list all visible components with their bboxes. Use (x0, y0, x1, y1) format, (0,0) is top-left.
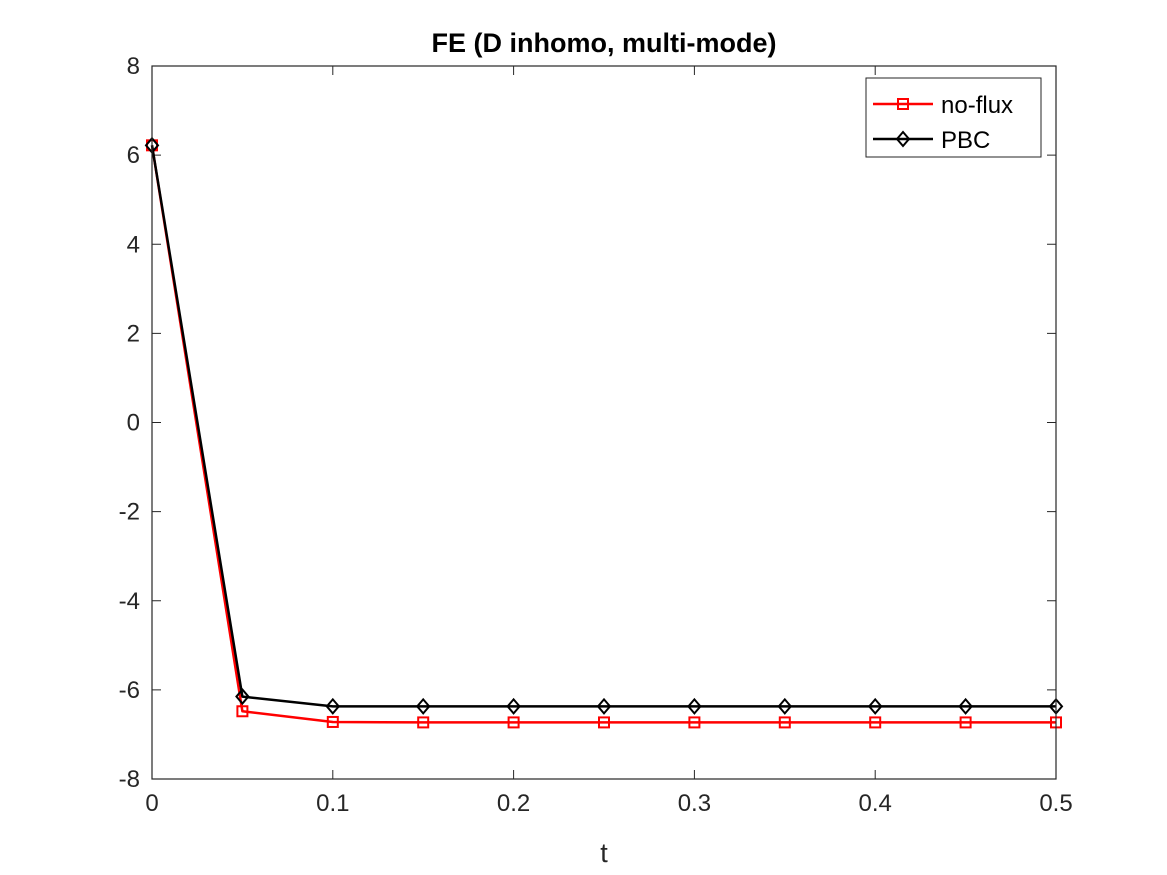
y-tick-label: -6 (119, 677, 140, 704)
x-tick-label: 0 (145, 790, 158, 817)
legend-marker-pbc (895, 130, 911, 148)
legend: no-flux PBC (865, 77, 1042, 158)
data-point-pbc (596, 697, 612, 715)
data-point-no-flux (417, 716, 430, 729)
x-tick-label: 0.2 (497, 790, 530, 817)
legend-box (865, 77, 1042, 158)
data-point-no-flux (507, 716, 520, 729)
y-tick-label: 2 (127, 320, 140, 347)
plot-background (152, 66, 1056, 779)
series-layer (144, 136, 1064, 729)
data-point-no-flux (326, 715, 339, 728)
data-point-no-flux (236, 705, 249, 718)
data-point-no-flux (598, 716, 610, 729)
data-point-no-flux (959, 716, 972, 729)
y-tick-label: 4 (127, 231, 140, 258)
y-tick-label: -2 (119, 499, 140, 526)
y-tick-label: -4 (119, 588, 140, 615)
data-point-no-flux (869, 716, 882, 729)
y-tick-label: 8 (127, 53, 140, 80)
data-point-pbc (777, 697, 793, 715)
x-tick-label: 0.5 (1039, 790, 1072, 817)
x-tick-label: 0.3 (678, 790, 711, 817)
y-tick-label: 0 (127, 410, 140, 437)
legend-label-no-flux: no-flux (941, 92, 1013, 119)
y-tick-label: -8 (119, 766, 140, 793)
data-point-pbc (687, 697, 702, 715)
legend-label-pbc: PBC (941, 127, 990, 154)
series-line-no-flux (150, 145, 1056, 724)
chart-title: FE (D inhomo, multi-mode) (432, 28, 777, 58)
data-point-pbc (325, 697, 341, 715)
data-point-no-flux (778, 716, 791, 729)
axes: 0 0.1 0.2 0.3 0.4 0.5 -8 -6 -4 -2 0 2 4 6 8 (119, 53, 1073, 817)
data-point-pbc (867, 697, 883, 715)
series-line-pbc (150, 145, 1056, 708)
y-tick-label: 6 (127, 142, 140, 169)
data-point-pbc (235, 688, 250, 706)
data-point-pbc (415, 697, 431, 715)
data-point-pbc (958, 697, 973, 715)
data-point-pbc (506, 697, 521, 715)
data-point-no-flux (688, 716, 701, 729)
x-tick-label: 0.4 (859, 790, 892, 817)
plot-frame (151, 65, 1057, 780)
legend-marker-no-flux (897, 98, 909, 110)
x-axis-label: t (600, 838, 608, 868)
x-tick-label: 0.1 (316, 790, 349, 817)
